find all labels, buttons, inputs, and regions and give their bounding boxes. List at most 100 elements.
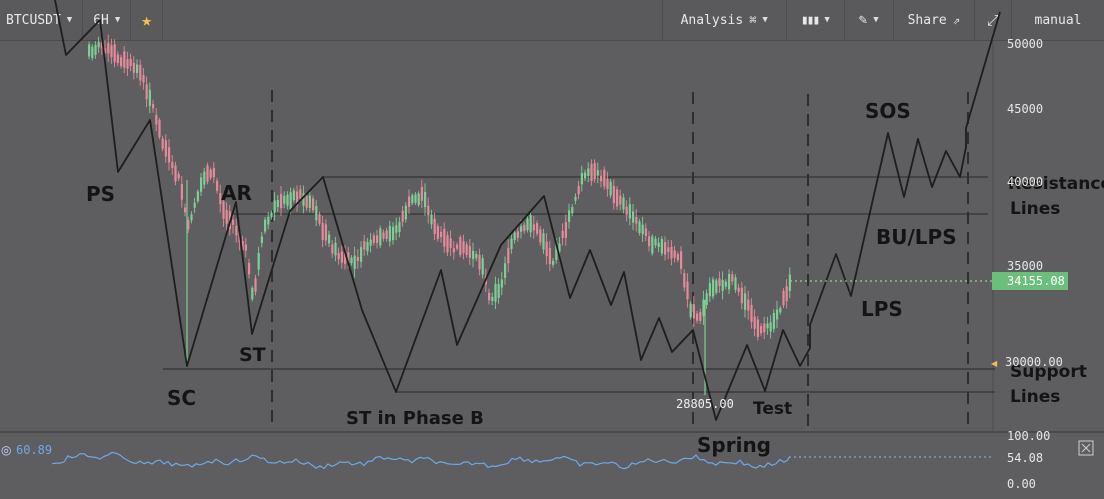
candle-body <box>664 242 667 255</box>
candle-body <box>779 308 782 313</box>
candle-body <box>545 241 548 257</box>
candle-body <box>225 209 228 224</box>
candlestick-series <box>88 34 791 395</box>
candle-body <box>273 200 276 213</box>
chart-type-button[interactable]: ▮▮▮ ▼ <box>787 0 845 40</box>
price-tick: 45000 <box>1007 102 1043 116</box>
candle-body <box>593 162 596 180</box>
candle-body <box>708 283 711 297</box>
price-tick: 30000.00 <box>1005 355 1063 369</box>
candle-body <box>350 257 353 264</box>
candle-body <box>497 284 500 298</box>
candle-body <box>286 194 289 206</box>
favorite-button[interactable]: ★ <box>131 0 164 40</box>
candle-body <box>456 244 459 249</box>
candle-body <box>532 224 535 231</box>
candle-body <box>366 242 369 252</box>
candle-body <box>190 214 193 221</box>
candle-body <box>408 196 411 207</box>
candle-body <box>379 228 382 246</box>
candle-body <box>590 163 593 182</box>
candle-body <box>436 226 439 239</box>
rsi-line <box>51 451 790 470</box>
candle-body <box>676 254 679 261</box>
label-ar: AR <box>221 181 252 205</box>
horizontal-levels <box>163 176 995 393</box>
candle-body <box>232 219 235 225</box>
candle-body <box>126 59 129 69</box>
candle-body <box>196 191 199 202</box>
candle-body <box>731 274 734 282</box>
candle-body <box>644 228 647 237</box>
mode-button[interactable]: manual <box>1012 0 1104 40</box>
candle-body <box>769 322 772 332</box>
candle-body <box>321 223 324 241</box>
candle-body <box>750 304 753 322</box>
indicator-settings-icon[interactable]: ◎ <box>1 443 11 457</box>
label-sc: SC <box>167 386 196 410</box>
analysis-button[interactable]: Analysis ⌘ ▼ <box>661 0 787 40</box>
candle-body <box>120 57 123 67</box>
candle-body <box>401 210 404 222</box>
indicator-current-value: 54.08 <box>1007 451 1043 465</box>
phase-dividers <box>271 90 969 432</box>
chevron-down-icon: ▼ <box>824 15 830 25</box>
candle-body <box>763 323 766 333</box>
label-support: Support <box>1010 362 1087 382</box>
candle-body <box>475 254 478 259</box>
candle-body <box>331 244 334 254</box>
candle-body <box>209 169 212 178</box>
candle-body <box>344 250 347 264</box>
label-lps: LPS <box>861 297 903 321</box>
candle-body <box>689 303 692 318</box>
candle-body <box>369 239 372 246</box>
candle-body <box>654 238 657 246</box>
candle-body <box>411 195 414 204</box>
candle-body <box>305 195 308 208</box>
candle-body <box>385 230 388 239</box>
candle-body <box>494 283 497 302</box>
candle-body <box>123 51 126 68</box>
candle-body <box>91 46 94 58</box>
symbol-selector[interactable]: BTCUSDT ▼ <box>0 0 84 40</box>
label-resistance-lines: Lines <box>1010 199 1060 219</box>
candle-body <box>440 231 443 238</box>
candle-body <box>148 89 151 106</box>
candle-body <box>673 250 676 258</box>
candle-body <box>740 287 743 304</box>
candle-body <box>376 235 379 243</box>
candle-body <box>168 147 171 163</box>
candle-body <box>100 42 103 49</box>
candle-body <box>651 236 654 254</box>
candle-body <box>248 262 251 275</box>
close-icon[interactable] <box>1078 440 1094 456</box>
candle-body <box>785 286 788 302</box>
candle-body <box>472 250 475 260</box>
candle-body <box>315 205 318 221</box>
chevron-down-icon: ▼ <box>873 15 879 25</box>
candle-body <box>264 219 267 232</box>
chevron-down-icon: ▼ <box>762 15 768 25</box>
candle-body <box>312 198 315 211</box>
candle-body <box>136 64 139 74</box>
candle-body <box>747 299 750 311</box>
drawing-tools-button[interactable]: ✎ ▼ <box>845 0 894 40</box>
candle-body <box>584 172 587 179</box>
candle-body <box>734 277 737 290</box>
candle-body <box>449 238 452 248</box>
candle-body <box>88 44 91 57</box>
candle-body <box>760 326 763 334</box>
wyckoff-schematic-line <box>54 0 1001 421</box>
annotation-labels: PS AR SC ST ST in Phase B Spring Test SO… <box>86 99 1104 457</box>
low-price-label: 28805.00 <box>676 397 734 411</box>
mode-label: manual <box>1034 12 1082 28</box>
candle-body <box>139 64 142 81</box>
candle-body <box>571 207 574 214</box>
candle-body <box>334 242 337 256</box>
candle-body <box>235 225 238 236</box>
candle-body <box>552 260 555 265</box>
share-button[interactable]: Share ⇗ <box>894 0 975 40</box>
candle-body <box>155 114 158 125</box>
